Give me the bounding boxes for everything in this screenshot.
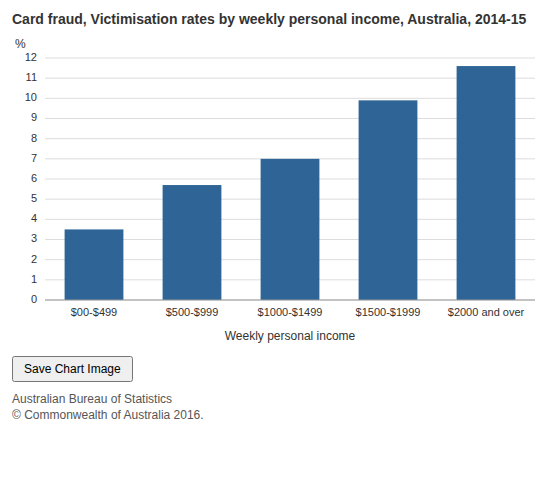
y-tick-label: 1 xyxy=(31,273,37,285)
y-tick-label: 9 xyxy=(31,112,37,124)
y-tick-label: 11 xyxy=(26,71,37,83)
x-tick-label: $500-$999 xyxy=(166,306,219,318)
x-tick-label: $2000 and over xyxy=(448,306,525,318)
y-tick-label: 12 xyxy=(25,51,37,63)
page: {"chart_data": {"type": "bar", "title": … xyxy=(0,0,550,500)
footer-text: © Commonwealth of Australia 2016. xyxy=(12,408,538,422)
y-tick-label: 8 xyxy=(31,132,37,144)
y-tick-label: 7 xyxy=(31,152,37,164)
bar xyxy=(65,230,124,301)
y-tick-label: 2 xyxy=(31,253,37,265)
y-tick-label: 3 xyxy=(31,233,37,245)
y-tick-label: 5 xyxy=(31,192,37,204)
bar xyxy=(359,101,418,301)
bar xyxy=(261,159,320,300)
y-axis: 0123456789101112 xyxy=(25,51,535,305)
chart: 0123456789101112$00-$499$500-$999$1000-$… xyxy=(0,32,550,352)
footer-text: Australian Bureau of Statistics xyxy=(12,392,538,406)
x-axis-line xyxy=(45,300,535,301)
title: Card fraud, Victimisation rates by weekl… xyxy=(12,10,538,28)
x-axis-label: Weekly personal income xyxy=(225,329,356,343)
x-tick-label: $1500-$1999 xyxy=(356,306,421,318)
x-tick-label: $00-$499 xyxy=(71,306,118,318)
bar xyxy=(457,66,516,300)
save-button[interactable]: Save Chart Image xyxy=(12,356,133,382)
chart-container: Card fraud, Victimisation rates by weekl… xyxy=(0,10,550,422)
y-tick-label: 0 xyxy=(31,293,37,305)
y-tick-label: 4 xyxy=(31,212,37,224)
bar xyxy=(163,185,222,300)
grid-line xyxy=(45,58,535,59)
x-axis: $00-$499 $500-$999 $1000-$1499 $1500-$1999 $… xyxy=(45,300,535,318)
bars xyxy=(65,66,516,300)
y-tick-label: 10 xyxy=(25,91,37,103)
y-tick-label: 6 xyxy=(31,172,37,184)
grid-line xyxy=(45,300,535,301)
x-tick-label: $1000-$1499 xyxy=(258,306,323,318)
y-axis-label: % xyxy=(15,37,26,51)
